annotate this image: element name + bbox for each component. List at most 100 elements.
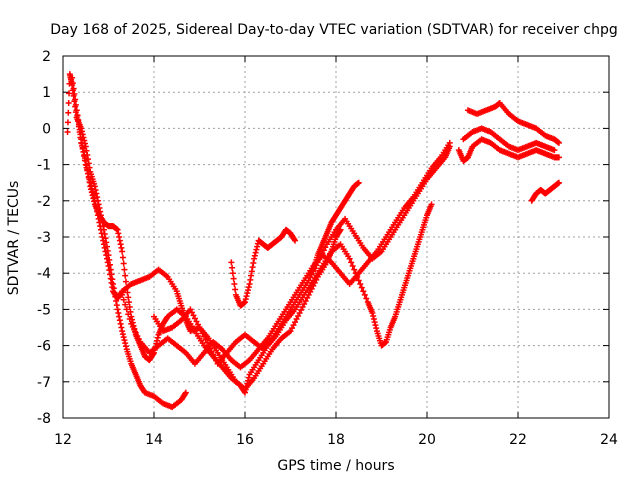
- data-point: [246, 281, 253, 288]
- data-point: [207, 345, 214, 352]
- data-point: [78, 139, 85, 146]
- data-point: [293, 316, 300, 323]
- data-point: [76, 129, 83, 136]
- data-point: [114, 226, 121, 233]
- data-point: [69, 80, 76, 87]
- data-point: [253, 246, 260, 253]
- data-point: [211, 354, 218, 361]
- data-point: [229, 270, 236, 277]
- data-point: [349, 262, 356, 269]
- data-point: [198, 327, 205, 334]
- data-point: [73, 107, 80, 114]
- y-tick-label: -3: [37, 230, 51, 246]
- data-point: [93, 190, 100, 197]
- data-point: [101, 244, 108, 251]
- data-point: [125, 311, 132, 318]
- x-tick-label: 12: [54, 432, 72, 448]
- data-point: [196, 324, 203, 331]
- axis-ticks: 12 14 16 18 20 22 24 2 1 0 -1 -2 -3 -4 -5 -6 -7 -8: [37, 49, 618, 448]
- data-point: [247, 276, 254, 283]
- data-point: [301, 300, 308, 307]
- data-point: [191, 315, 198, 322]
- data-point: [128, 320, 135, 327]
- data-point: [100, 237, 107, 244]
- data-point: [208, 348, 215, 355]
- data-point: [154, 334, 161, 341]
- data-point: [231, 281, 238, 288]
- data-point: [555, 154, 562, 161]
- data-point: [65, 109, 72, 116]
- data-point: [298, 307, 305, 314]
- data-point: [72, 96, 79, 103]
- data-point: [71, 91, 78, 98]
- data-point: [289, 325, 296, 332]
- data-point: [118, 244, 125, 251]
- data-points: [64, 71, 562, 411]
- data-point: [245, 284, 252, 291]
- data-point: [115, 310, 122, 317]
- data-point: [292, 319, 299, 326]
- x-tick-label: 16: [236, 432, 254, 448]
- data-point: [121, 337, 128, 344]
- data-point: [100, 241, 107, 248]
- data-point: [361, 291, 368, 298]
- chart-title: Day 168 of 2025, Sidereal Day-to-day VTE…: [50, 22, 618, 38]
- data-point: [182, 390, 189, 397]
- data-point: [194, 321, 201, 328]
- data-point: [360, 288, 367, 295]
- data-point: [249, 264, 256, 271]
- x-tick-label: 18: [327, 432, 345, 448]
- data-point: [135, 335, 142, 342]
- data-point: [84, 166, 91, 173]
- data-point: [98, 230, 105, 237]
- data-point: [250, 259, 257, 266]
- y-tick-label: -6: [37, 339, 51, 355]
- data-point: [64, 129, 71, 136]
- x-tick-label: 20: [418, 432, 436, 448]
- series-arc-10: [460, 125, 558, 154]
- data-point: [108, 279, 115, 286]
- data-point: [358, 284, 365, 291]
- data-point: [296, 310, 303, 317]
- data-point: [351, 266, 358, 273]
- data-point: [97, 223, 104, 230]
- data-point: [346, 255, 353, 262]
- y-tick-label: -1: [37, 158, 51, 174]
- data-point: [242, 389, 248, 396]
- data-point: [245, 374, 252, 381]
- data-point: [115, 230, 122, 237]
- data-point: [126, 316, 133, 323]
- data-point: [295, 313, 302, 320]
- y-tick-label: -7: [37, 375, 51, 391]
- data-point: [65, 100, 72, 107]
- data-point: [245, 377, 252, 384]
- data-point: [555, 139, 562, 146]
- data-point: [122, 278, 129, 285]
- y-tick-label: -2: [37, 194, 51, 210]
- data-point: [126, 303, 133, 310]
- data-point: [204, 339, 211, 346]
- data-point: [308, 271, 315, 278]
- data-point: [188, 309, 195, 316]
- data-point: [120, 296, 127, 303]
- data-point: [371, 319, 378, 326]
- data-point: [82, 157, 89, 164]
- y-tick-label: 0: [42, 121, 51, 137]
- data-point: [134, 332, 141, 339]
- data-point: [66, 90, 73, 97]
- data-point: [116, 234, 123, 240]
- data-point: [74, 112, 81, 119]
- data-point: [292, 237, 299, 244]
- data-point: [251, 252, 258, 259]
- data-point: [446, 143, 453, 150]
- data-point: [251, 255, 258, 262]
- data-point: [551, 147, 558, 154]
- data-point: [357, 281, 364, 288]
- data-point: [119, 328, 126, 335]
- data-point: [308, 285, 315, 292]
- data-point: [106, 267, 113, 274]
- data-point: [243, 383, 250, 390]
- data-point: [89, 192, 96, 199]
- data-point: [245, 287, 252, 294]
- series-arc-1: [64, 71, 189, 411]
